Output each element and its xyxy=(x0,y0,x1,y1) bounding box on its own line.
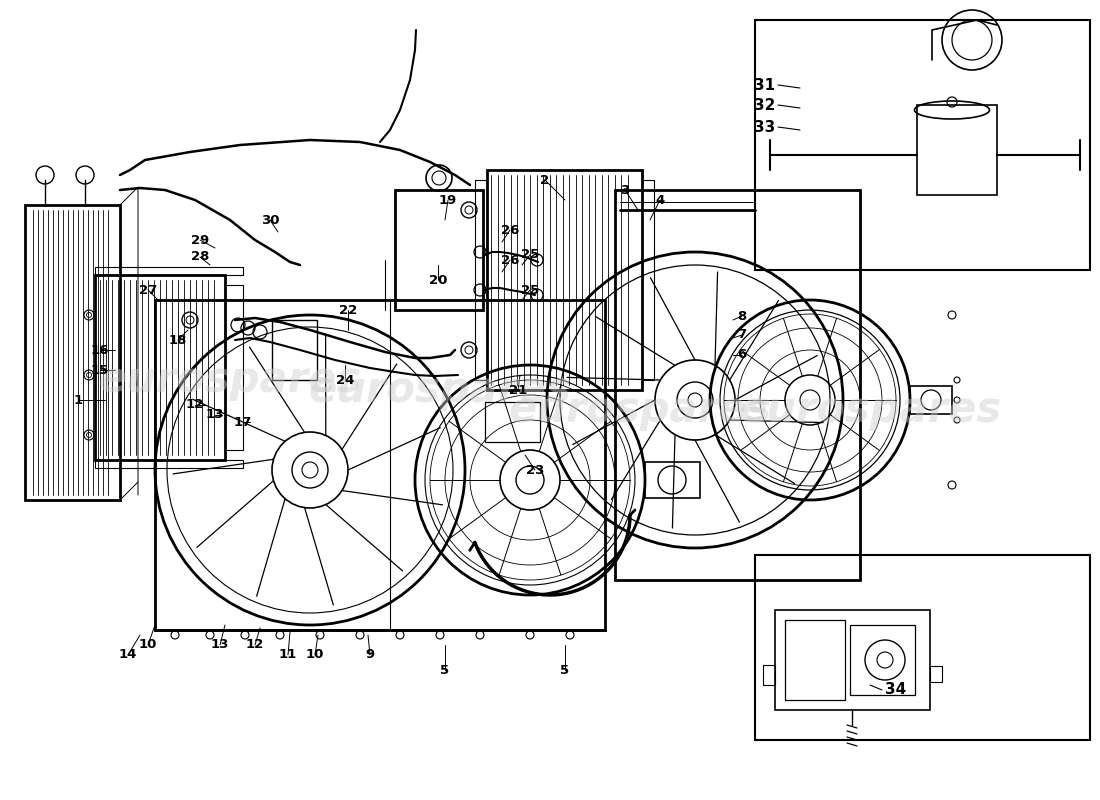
Bar xyxy=(95,267,243,275)
Text: 10: 10 xyxy=(139,638,157,651)
Bar xyxy=(487,170,642,390)
Text: 1: 1 xyxy=(74,394,82,406)
Text: 25: 25 xyxy=(521,283,539,297)
Bar xyxy=(930,666,942,682)
Bar xyxy=(763,665,776,685)
Text: eurospares: eurospares xyxy=(308,369,572,411)
Text: 20: 20 xyxy=(429,274,448,286)
Text: 30: 30 xyxy=(261,214,279,226)
Text: 16: 16 xyxy=(91,343,109,357)
Text: eurospares: eurospares xyxy=(738,389,1002,431)
Bar xyxy=(850,625,915,695)
Bar xyxy=(642,180,654,380)
Text: 19: 19 xyxy=(439,194,458,206)
Bar xyxy=(645,462,700,498)
Text: 25: 25 xyxy=(521,249,539,262)
Text: 32: 32 xyxy=(754,98,776,113)
Text: 12: 12 xyxy=(246,638,264,651)
Bar xyxy=(615,190,860,580)
Bar xyxy=(917,105,997,195)
Bar xyxy=(272,320,317,380)
Text: 5: 5 xyxy=(560,663,570,677)
Text: 13: 13 xyxy=(211,638,229,651)
Text: 24: 24 xyxy=(336,374,354,386)
Bar xyxy=(155,300,605,630)
Text: 33: 33 xyxy=(754,119,776,134)
Text: 11: 11 xyxy=(279,649,297,662)
Text: eurospares: eurospares xyxy=(98,359,362,401)
Bar xyxy=(226,285,243,450)
Text: 18: 18 xyxy=(168,334,187,346)
Bar xyxy=(755,555,1090,740)
Text: 17: 17 xyxy=(234,415,252,429)
Text: 23: 23 xyxy=(526,463,544,477)
Text: 29: 29 xyxy=(191,234,209,246)
Text: 8: 8 xyxy=(737,310,747,322)
Text: 3: 3 xyxy=(620,183,629,197)
Bar xyxy=(785,620,845,700)
Bar xyxy=(755,20,1090,270)
Bar xyxy=(395,190,483,310)
Bar xyxy=(910,386,952,414)
Text: 6: 6 xyxy=(737,349,747,362)
Text: 14: 14 xyxy=(119,649,138,662)
Text: 28: 28 xyxy=(190,250,209,263)
Text: 31: 31 xyxy=(754,78,776,93)
Text: 13: 13 xyxy=(206,409,224,422)
Bar xyxy=(95,275,226,460)
Bar xyxy=(95,460,243,468)
Text: 21: 21 xyxy=(509,383,527,397)
Text: 15: 15 xyxy=(91,363,109,377)
Text: 7: 7 xyxy=(737,329,747,342)
Text: 9: 9 xyxy=(365,649,375,662)
Text: eurospares: eurospares xyxy=(508,389,771,431)
Bar xyxy=(485,402,540,442)
Bar xyxy=(25,205,120,500)
Bar xyxy=(776,610,930,710)
Text: 27: 27 xyxy=(139,283,157,297)
Text: 22: 22 xyxy=(339,303,358,317)
Text: 5: 5 xyxy=(440,663,450,677)
Text: 4: 4 xyxy=(656,194,664,206)
Text: 26: 26 xyxy=(500,254,519,266)
Bar xyxy=(475,180,487,380)
Text: 26: 26 xyxy=(500,223,519,237)
Text: 12: 12 xyxy=(186,398,205,411)
Text: 10: 10 xyxy=(306,649,324,662)
Text: 2: 2 xyxy=(540,174,550,186)
Text: 34: 34 xyxy=(886,682,906,698)
